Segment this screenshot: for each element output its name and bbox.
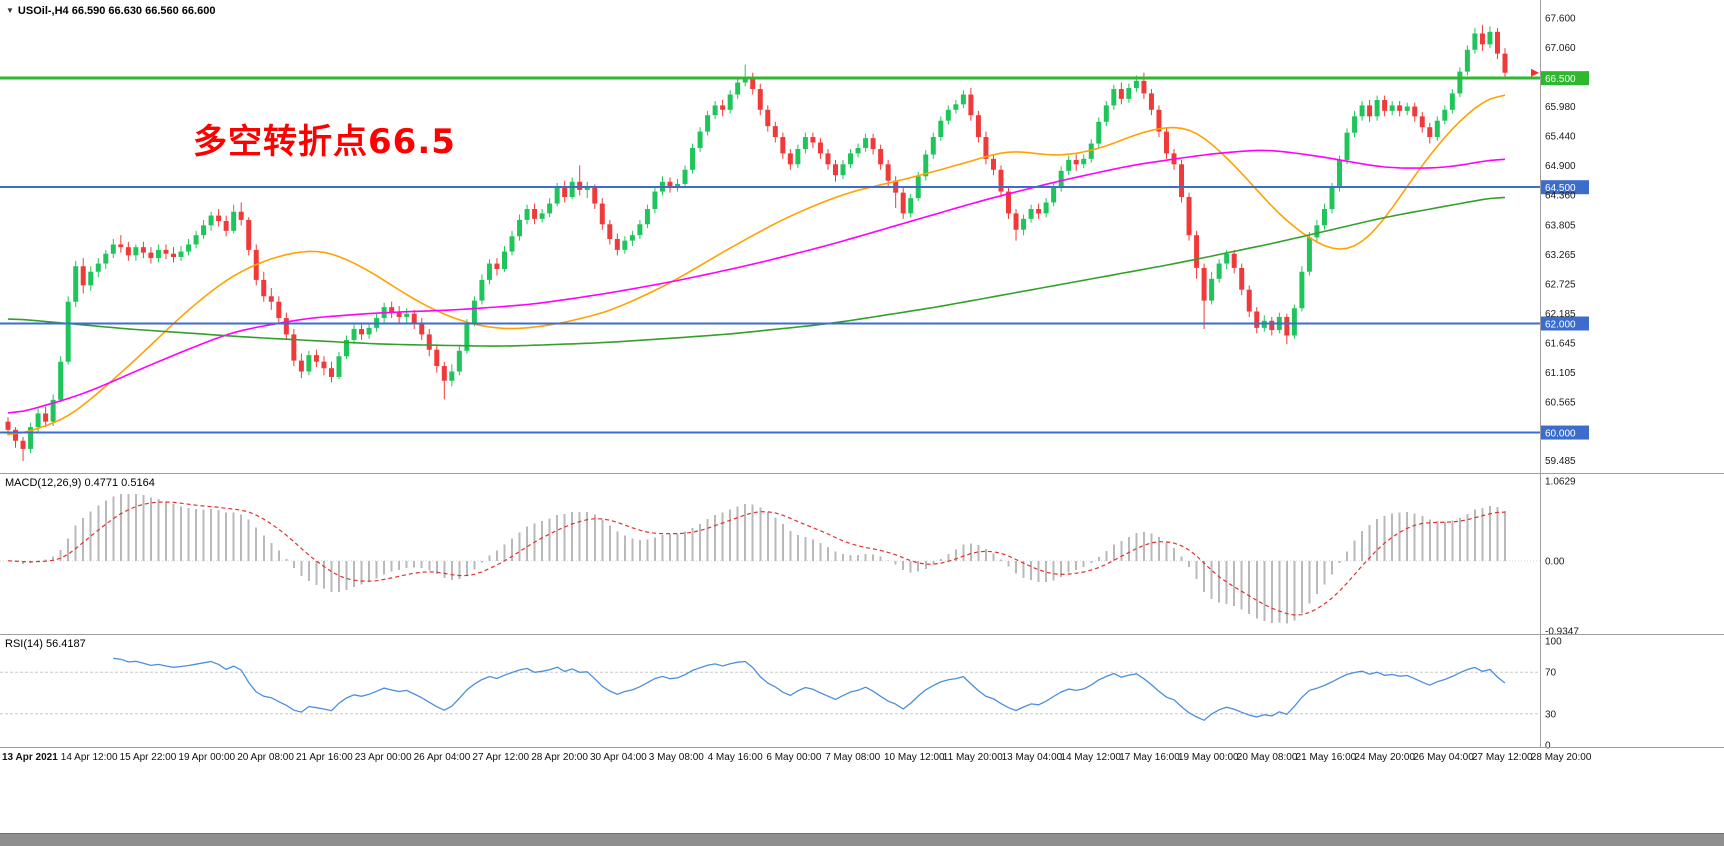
panel-dividers [0, 0, 1724, 748]
candles-layer [5, 24, 1508, 461]
macd-scale-label: 1.0629 [1545, 477, 1576, 488]
current-price-marker [1531, 68, 1539, 77]
price-line-badge-label: 62.000 [1545, 320, 1576, 331]
chart-title-text: USOil-,H4 66.590 66.630 66.560 66.600 [17, 5, 216, 17]
price-line-badge [1541, 71, 1589, 86]
time-axis-label: 14 May 12:00 [1060, 752, 1121, 763]
ma-line-fast [7, 94, 1506, 436]
annotation-text: 多空转折点66.5 [193, 122, 456, 162]
time-axis-label: 21 Apr 16:00 [296, 752, 353, 763]
rsi-scale-label: 30 [1545, 709, 1557, 720]
moving-averages-layer [7, 94, 1506, 436]
time-axis-label: 30 Apr 04:00 [590, 752, 647, 763]
collapse-icon[interactable]: ▼ [6, 6, 14, 15]
price-line-badge [1541, 180, 1589, 195]
ma-line-slow [7, 196, 1506, 347]
time-axis-label: 15 Apr 22:00 [120, 752, 177, 763]
time-axis-label: 24 May 20:00 [1354, 752, 1415, 763]
rsi-scale-label: 0 [1545, 741, 1551, 752]
macd-panel[interactable]: 1.0629 0.00 -0.9347 [0, 477, 1579, 638]
price-scale[interactable]: 66.500 64.500 62.000 60.000 67.600 67.060 65.9… [1531, 14, 1589, 467]
price-scale-label: 64.900 [1545, 161, 1576, 172]
price-scale-label: 62.185 [1545, 309, 1576, 320]
time-axis-label: 6 May 00:00 [766, 752, 821, 763]
time-axis-label: 17 May 16:00 [1119, 752, 1180, 763]
time-axis-label: 20 Apr 08:00 [237, 752, 294, 763]
time-axis-label: 14 Apr 12:00 [61, 752, 118, 763]
time-axis-label: 26 May 04:00 [1413, 752, 1474, 763]
price-line-badge-label: 60.000 [1545, 429, 1576, 440]
rsi-indicator-label: RSI(14) 56.4187 [5, 638, 86, 650]
time-axis-label: 19 Apr 00:00 [178, 752, 235, 763]
time-axis-label: 20 May 08:00 [1237, 752, 1298, 763]
time-axis-label: 27 Apr 12:00 [472, 752, 529, 763]
time-axis-label: 28 Apr 20:00 [531, 752, 588, 763]
price-line-badge [1541, 425, 1589, 440]
rsi-line [113, 657, 1506, 722]
price-scale-label: 60.565 [1545, 397, 1576, 408]
chart-title: ▼ USOil-,H4 66.590 66.630 66.560 66.600 [6, 5, 215, 17]
time-axis-label: 27 May 12:00 [1472, 752, 1533, 763]
time-axis-label: 11 May 20:00 [943, 752, 1003, 763]
price-scale-label: 63.265 [1545, 250, 1576, 261]
time-axis-label: 23 Apr 00:00 [355, 752, 412, 763]
price-scale-label: 61.105 [1545, 368, 1576, 379]
time-axis-label: 13 May 04:00 [1002, 752, 1063, 763]
rsi-panel[interactable]: 100 70 30 0 [0, 637, 1562, 752]
ma-line-mid [7, 149, 1506, 414]
price-scale-label: 67.600 [1545, 14, 1576, 25]
rsi-scale-label: 100 [1545, 637, 1562, 648]
price-line-badge-label: 64.500 [1545, 183, 1576, 194]
time-axis-label: 21 May 16:00 [1296, 752, 1357, 763]
time-axis-label: 26 Apr 04:00 [414, 752, 471, 763]
time-axis-label: 13 Apr 2021 [2, 752, 58, 763]
macd-signal-line [7, 501, 1506, 616]
time-axis-label: 4 May 16:00 [708, 752, 763, 763]
time-axis-label: 10 May 12:00 [884, 752, 945, 763]
horizontal-lines-layer [0, 76, 1540, 434]
price-scale-label: 65.980 [1545, 102, 1576, 113]
time-axis-label: 28 May 20:00 [1531, 752, 1592, 763]
macd-scale-label: 0.00 [1545, 556, 1565, 567]
macd-scale-label: -0.9347 [1545, 627, 1579, 638]
price-scale-label: 61.645 [1545, 338, 1576, 349]
price-line-badge-label: 66.500 [1545, 74, 1576, 85]
time-scale[interactable]: 13 Apr 2021 14 Apr 12:00 15 Apr 22:00 19 Ap… [2, 752, 1592, 763]
price-line-badge [1541, 316, 1589, 331]
macd-indicator-label: MACD(12,26,9) 0.4771 0.5164 [5, 477, 155, 489]
price-scale-label: 63.805 [1545, 221, 1576, 232]
status-bar [0, 833, 1724, 846]
rsi-scale-label: 70 [1545, 668, 1557, 679]
price-scale-label: 64.360 [1545, 190, 1576, 201]
price-scale-label: 65.440 [1545, 131, 1576, 142]
time-axis-label: 19 May 00:00 [1178, 752, 1239, 763]
price-scale-label: 59.485 [1545, 456, 1576, 467]
price-scale-label: 62.725 [1545, 279, 1576, 290]
time-axis-label: 7 May 08:00 [825, 752, 880, 763]
time-axis-label: 3 May 08:00 [649, 752, 704, 763]
price-scale-label: 67.060 [1545, 43, 1576, 54]
